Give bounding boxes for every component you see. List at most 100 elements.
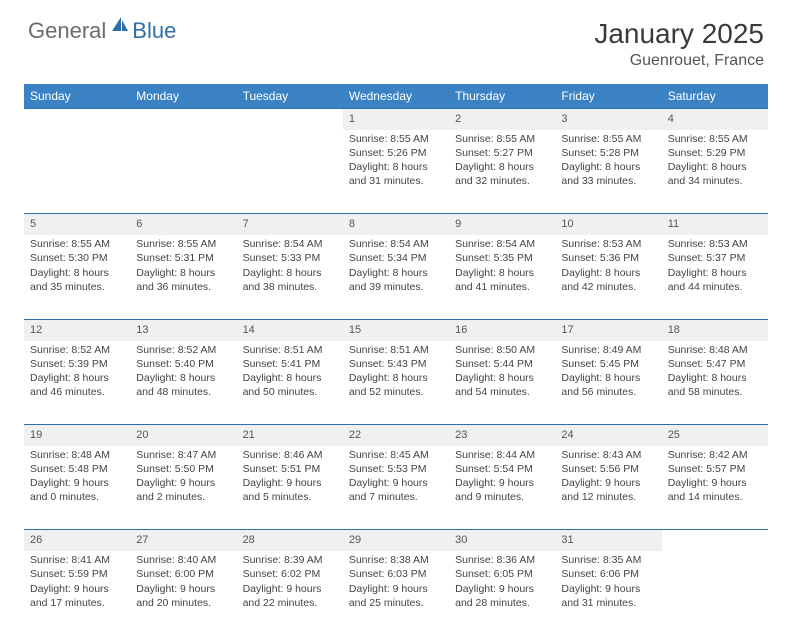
day-content-cell: Sunrise: 8:41 AMSunset: 5:59 PMDaylight:… — [24, 551, 130, 635]
day-content-cell: Sunrise: 8:55 AMSunset: 5:31 PMDaylight:… — [130, 235, 236, 319]
day-number-row: 567891011 — [24, 214, 768, 235]
day-content-cell: Sunrise: 8:44 AMSunset: 5:54 PMDaylight:… — [449, 446, 555, 530]
daylight-line: Daylight: 8 hours and 44 minutes. — [668, 266, 762, 294]
day-number-cell: 8 — [343, 214, 449, 235]
page-header: General Blue January 2025 Guenrouet, Fra… — [0, 0, 792, 78]
daylight-line: Daylight: 9 hours and 22 minutes. — [243, 582, 337, 610]
sunset-line: Sunset: 5:56 PM — [561, 462, 655, 476]
day-content-cell: Sunrise: 8:53 AMSunset: 5:36 PMDaylight:… — [555, 235, 661, 319]
day-number-cell — [24, 109, 130, 130]
day-header-row: Sunday Monday Tuesday Wednesday Thursday… — [24, 84, 768, 109]
day-number-cell: 9 — [449, 214, 555, 235]
sunrise-line: Sunrise: 8:49 AM — [561, 343, 655, 357]
day-number-cell: 13 — [130, 319, 236, 340]
day-number-cell: 5 — [24, 214, 130, 235]
daylight-line: Daylight: 8 hours and 31 minutes. — [349, 160, 443, 188]
sunrise-line: Sunrise: 8:52 AM — [136, 343, 230, 357]
month-title: January 2025 — [594, 18, 764, 50]
day-content-cell: Sunrise: 8:49 AMSunset: 5:45 PMDaylight:… — [555, 341, 661, 425]
day-number-cell: 21 — [237, 425, 343, 446]
day-content-cell — [662, 551, 768, 635]
sunset-line: Sunset: 5:31 PM — [136, 251, 230, 265]
day-content-cell: Sunrise: 8:55 AMSunset: 5:28 PMDaylight:… — [555, 130, 661, 214]
logo-sail-icon — [110, 16, 130, 39]
daylight-line: Daylight: 8 hours and 34 minutes. — [668, 160, 762, 188]
sunset-line: Sunset: 5:29 PM — [668, 146, 762, 160]
day-number-row: 19202122232425 — [24, 425, 768, 446]
sunrise-line: Sunrise: 8:46 AM — [243, 448, 337, 462]
day-content-cell: Sunrise: 8:53 AMSunset: 5:37 PMDaylight:… — [662, 235, 768, 319]
daylight-line: Daylight: 9 hours and 20 minutes. — [136, 582, 230, 610]
daylight-line: Daylight: 9 hours and 12 minutes. — [561, 476, 655, 504]
sunrise-line: Sunrise: 8:39 AM — [243, 553, 337, 567]
day-number-cell — [662, 530, 768, 551]
day-number-cell: 1 — [343, 109, 449, 130]
sunset-line: Sunset: 6:05 PM — [455, 567, 549, 581]
day-number-cell: 30 — [449, 530, 555, 551]
day-content-cell: Sunrise: 8:50 AMSunset: 5:44 PMDaylight:… — [449, 341, 555, 425]
sunset-line: Sunset: 5:44 PM — [455, 357, 549, 371]
day-number-cell: 16 — [449, 319, 555, 340]
daylight-line: Daylight: 9 hours and 2 minutes. — [136, 476, 230, 504]
daylight-line: Daylight: 9 hours and 31 minutes. — [561, 582, 655, 610]
day-content-cell: Sunrise: 8:43 AMSunset: 5:56 PMDaylight:… — [555, 446, 661, 530]
day-number-row: 1234 — [24, 109, 768, 130]
sunrise-line: Sunrise: 8:54 AM — [243, 237, 337, 251]
day-content-cell: Sunrise: 8:52 AMSunset: 5:39 PMDaylight:… — [24, 341, 130, 425]
day-number-cell: 19 — [24, 425, 130, 446]
sunrise-line: Sunrise: 8:54 AM — [349, 237, 443, 251]
day-content-cell: Sunrise: 8:35 AMSunset: 6:06 PMDaylight:… — [555, 551, 661, 635]
day-number-cell: 11 — [662, 214, 768, 235]
location-label: Guenrouet, France — [594, 52, 764, 70]
day-number-cell: 18 — [662, 319, 768, 340]
sunset-line: Sunset: 5:45 PM — [561, 357, 655, 371]
day-content-cell: Sunrise: 8:55 AMSunset: 5:30 PMDaylight:… — [24, 235, 130, 319]
daylight-line: Daylight: 8 hours and 48 minutes. — [136, 371, 230, 399]
daylight-line: Daylight: 8 hours and 46 minutes. — [30, 371, 124, 399]
daylight-line: Daylight: 8 hours and 50 minutes. — [243, 371, 337, 399]
logo-text-general: General — [28, 18, 106, 44]
day-content-cell — [130, 130, 236, 214]
sunset-line: Sunset: 5:50 PM — [136, 462, 230, 476]
daylight-line: Daylight: 8 hours and 58 minutes. — [668, 371, 762, 399]
sunrise-line: Sunrise: 8:38 AM — [349, 553, 443, 567]
day-content-cell: Sunrise: 8:40 AMSunset: 6:00 PMDaylight:… — [130, 551, 236, 635]
daylight-line: Daylight: 9 hours and 5 minutes. — [243, 476, 337, 504]
day-content-cell: Sunrise: 8:55 AMSunset: 5:26 PMDaylight:… — [343, 130, 449, 214]
sunset-line: Sunset: 5:30 PM — [30, 251, 124, 265]
sunset-line: Sunset: 5:36 PM — [561, 251, 655, 265]
day-number-cell: 20 — [130, 425, 236, 446]
daylight-line: Daylight: 9 hours and 0 minutes. — [30, 476, 124, 504]
sunrise-line: Sunrise: 8:48 AM — [30, 448, 124, 462]
sunrise-line: Sunrise: 8:55 AM — [561, 132, 655, 146]
day-content-cell: Sunrise: 8:51 AMSunset: 5:41 PMDaylight:… — [237, 341, 343, 425]
sunset-line: Sunset: 5:34 PM — [349, 251, 443, 265]
day-header: Tuesday — [237, 84, 343, 109]
sunset-line: Sunset: 6:03 PM — [349, 567, 443, 581]
daylight-line: Daylight: 8 hours and 32 minutes. — [455, 160, 549, 188]
day-number-cell: 12 — [24, 319, 130, 340]
calendar-table: Sunday Monday Tuesday Wednesday Thursday… — [24, 84, 768, 635]
day-number-cell: 27 — [130, 530, 236, 551]
day-header: Sunday — [24, 84, 130, 109]
sunrise-line: Sunrise: 8:45 AM — [349, 448, 443, 462]
day-content-cell — [24, 130, 130, 214]
day-content-row: Sunrise: 8:48 AMSunset: 5:48 PMDaylight:… — [24, 446, 768, 530]
day-content-cell: Sunrise: 8:54 AMSunset: 5:34 PMDaylight:… — [343, 235, 449, 319]
day-number-cell: 28 — [237, 530, 343, 551]
day-content-row: Sunrise: 8:55 AMSunset: 5:26 PMDaylight:… — [24, 130, 768, 214]
day-content-cell: Sunrise: 8:38 AMSunset: 6:03 PMDaylight:… — [343, 551, 449, 635]
sunset-line: Sunset: 5:37 PM — [668, 251, 762, 265]
day-number-row: 12131415161718 — [24, 319, 768, 340]
day-content-row: Sunrise: 8:41 AMSunset: 5:59 PMDaylight:… — [24, 551, 768, 635]
daylight-line: Daylight: 8 hours and 42 minutes. — [561, 266, 655, 294]
sunset-line: Sunset: 5:40 PM — [136, 357, 230, 371]
day-header: Thursday — [449, 84, 555, 109]
sunrise-line: Sunrise: 8:42 AM — [668, 448, 762, 462]
day-content-cell: Sunrise: 8:42 AMSunset: 5:57 PMDaylight:… — [662, 446, 768, 530]
day-header: Saturday — [662, 84, 768, 109]
sunset-line: Sunset: 5:43 PM — [349, 357, 443, 371]
sunrise-line: Sunrise: 8:41 AM — [30, 553, 124, 567]
sunrise-line: Sunrise: 8:40 AM — [136, 553, 230, 567]
day-number-cell: 3 — [555, 109, 661, 130]
